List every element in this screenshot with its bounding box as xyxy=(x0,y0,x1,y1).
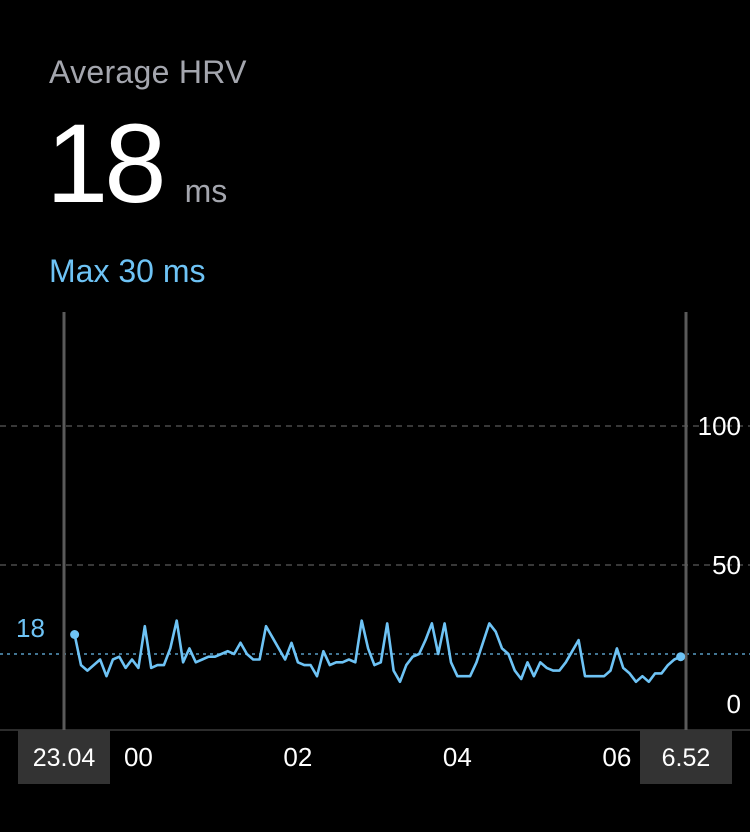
end-time-label: 6.52 xyxy=(662,744,711,772)
hrv-series-line xyxy=(73,619,683,684)
y-axis-ticks: 100 50 0 xyxy=(698,411,741,719)
max-value-label: Max 30 ms xyxy=(49,253,206,289)
average-value: 18 xyxy=(46,101,167,226)
average-layer: 18 xyxy=(0,613,750,655)
x-tick-label-02: 02 xyxy=(283,742,312,772)
series-layer xyxy=(70,619,686,684)
x-tick-label-00: 00 xyxy=(124,742,153,772)
average-value-row: 18 ms xyxy=(46,108,227,220)
end-time-label-box[interactable] xyxy=(640,730,732,784)
grid-layer xyxy=(0,425,750,731)
y-tick-label-100: 100 xyxy=(698,411,741,441)
series-start-point xyxy=(70,630,80,639)
cursor-layer[interactable]: 23.04 6.52 xyxy=(18,312,732,784)
series-end-point xyxy=(676,652,686,662)
x-axis-ticks: 00 02 04 06 xyxy=(124,742,631,772)
start-time-label-box[interactable] xyxy=(18,730,110,784)
y-tick-label-0: 0 xyxy=(727,689,741,719)
average-unit: ms xyxy=(184,173,228,209)
y-tick-label-50: 50 xyxy=(712,550,741,580)
average-line-label: 18 xyxy=(16,613,45,643)
start-time-label: 23.04 xyxy=(33,744,96,772)
x-tick-label-06: 06 xyxy=(602,742,631,772)
chart-title: Average HRV xyxy=(49,54,247,90)
x-tick-label-04: 04 xyxy=(443,742,472,772)
